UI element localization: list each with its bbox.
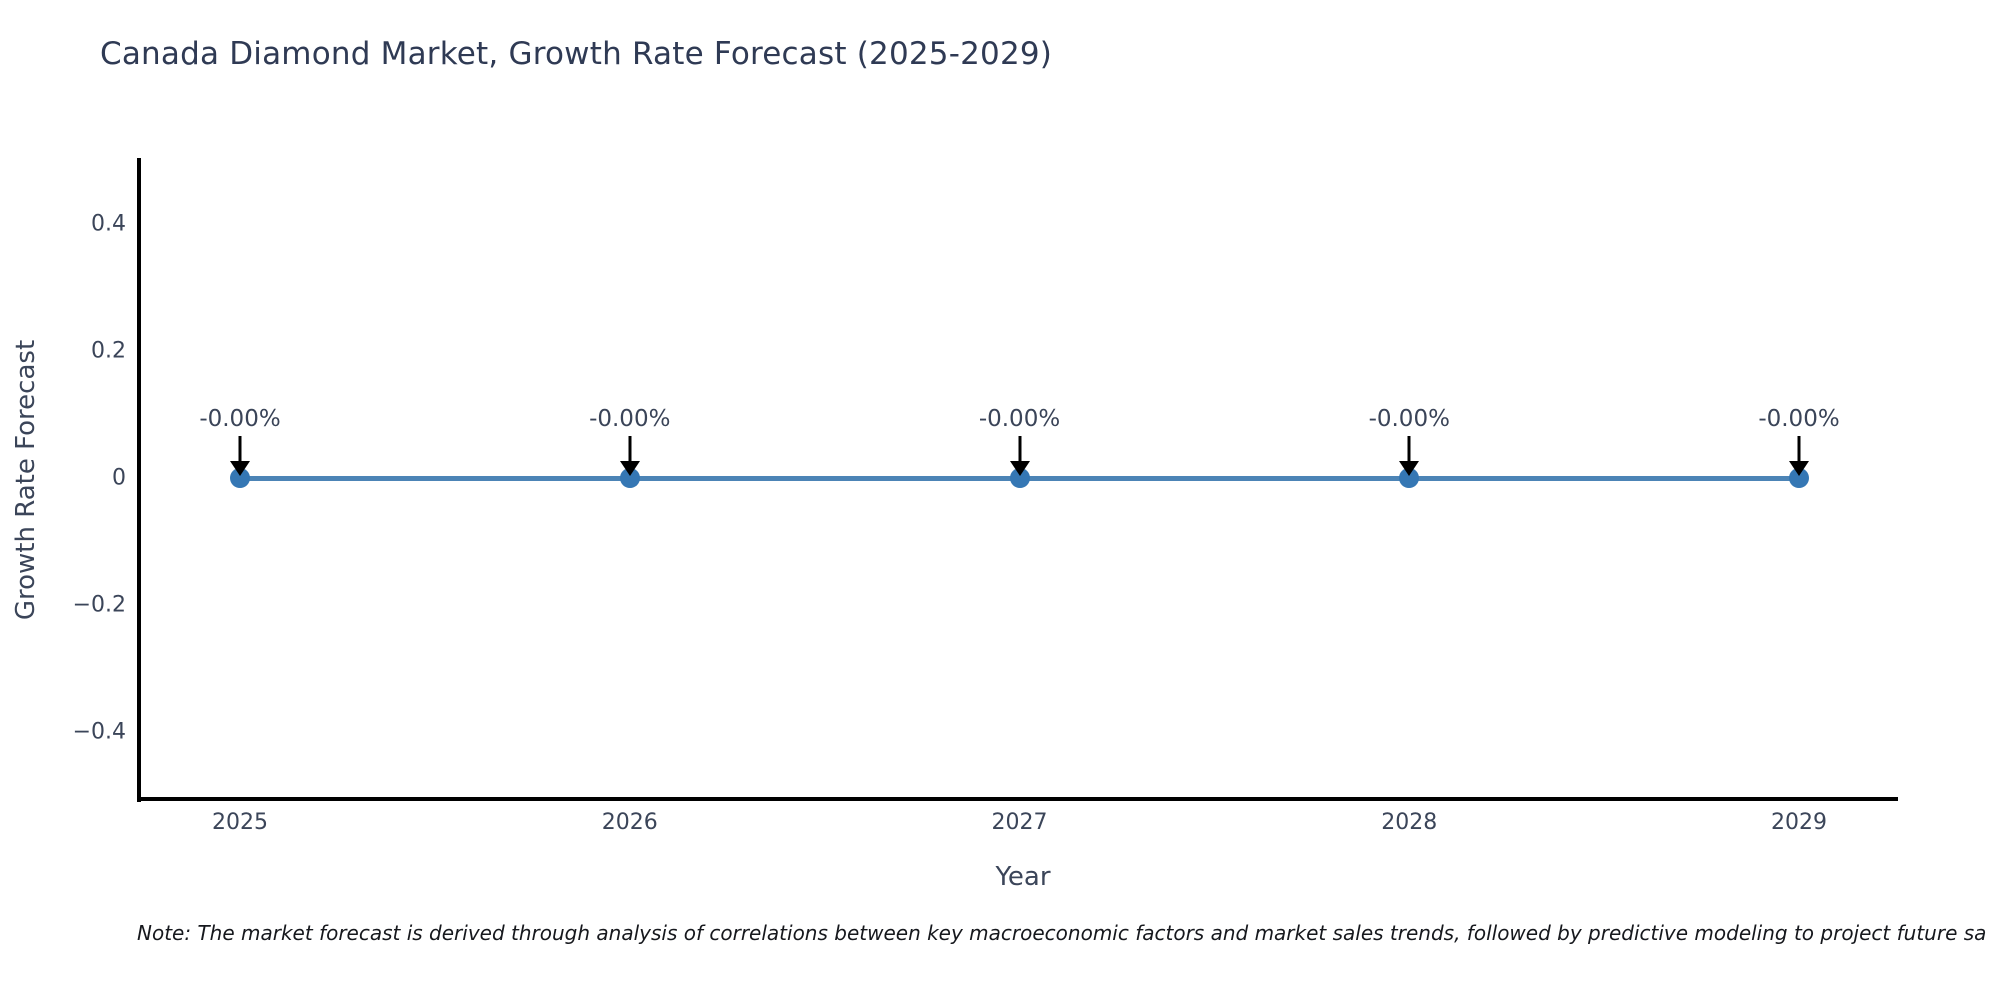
annotation-arrow-stem (1018, 436, 1021, 463)
annotation-arrow-stem (1797, 436, 1801, 463)
x-tick-label: 2027 (991, 810, 1048, 835)
y-axis-title: Growth Rate Forecast (11, 339, 41, 621)
annotation-arrow-head (619, 461, 640, 476)
x-axis-line (137, 797, 1898, 801)
y-tick-label: 0 (112, 465, 126, 491)
x-tick-label: 2029 (1771, 810, 1827, 835)
annotation-arrow-stem (238, 436, 242, 463)
annotation-arrow-stem (628, 436, 632, 463)
y-tick-label: −0.2 (72, 592, 126, 618)
y-tick-label: −0.4 (72, 719, 126, 745)
annotation-label: -0.00% (1758, 406, 1840, 432)
annotation-arrow-head (1789, 461, 1809, 476)
annotation-arrow-stem (1407, 436, 1411, 463)
x-axis-title: Year (995, 862, 1051, 892)
annotation-arrow-head (230, 461, 250, 476)
annotation-label: -0.00% (1368, 406, 1450, 432)
annotation-label: -0.00% (589, 406, 671, 432)
chart-title: Canada Diamond Market, Growth Rate Forec… (100, 36, 1053, 72)
x-tick-label: 2026 (601, 810, 658, 835)
y-tick-label: 0.4 (91, 211, 126, 237)
annotation-arrow-head (1009, 461, 1030, 476)
annotation-arrow-head (1399, 461, 1420, 476)
x-tick-label: 2028 (1381, 810, 1438, 835)
x-tick-label: 2025 (212, 810, 268, 835)
y-axis-line (137, 158, 141, 802)
y-tick-label: 0.2 (91, 338, 126, 364)
footnote: Note: The market forecast is derived thr… (137, 921, 1987, 945)
annotation-label: -0.00% (978, 406, 1061, 432)
annotation-label: -0.00% (199, 406, 281, 432)
